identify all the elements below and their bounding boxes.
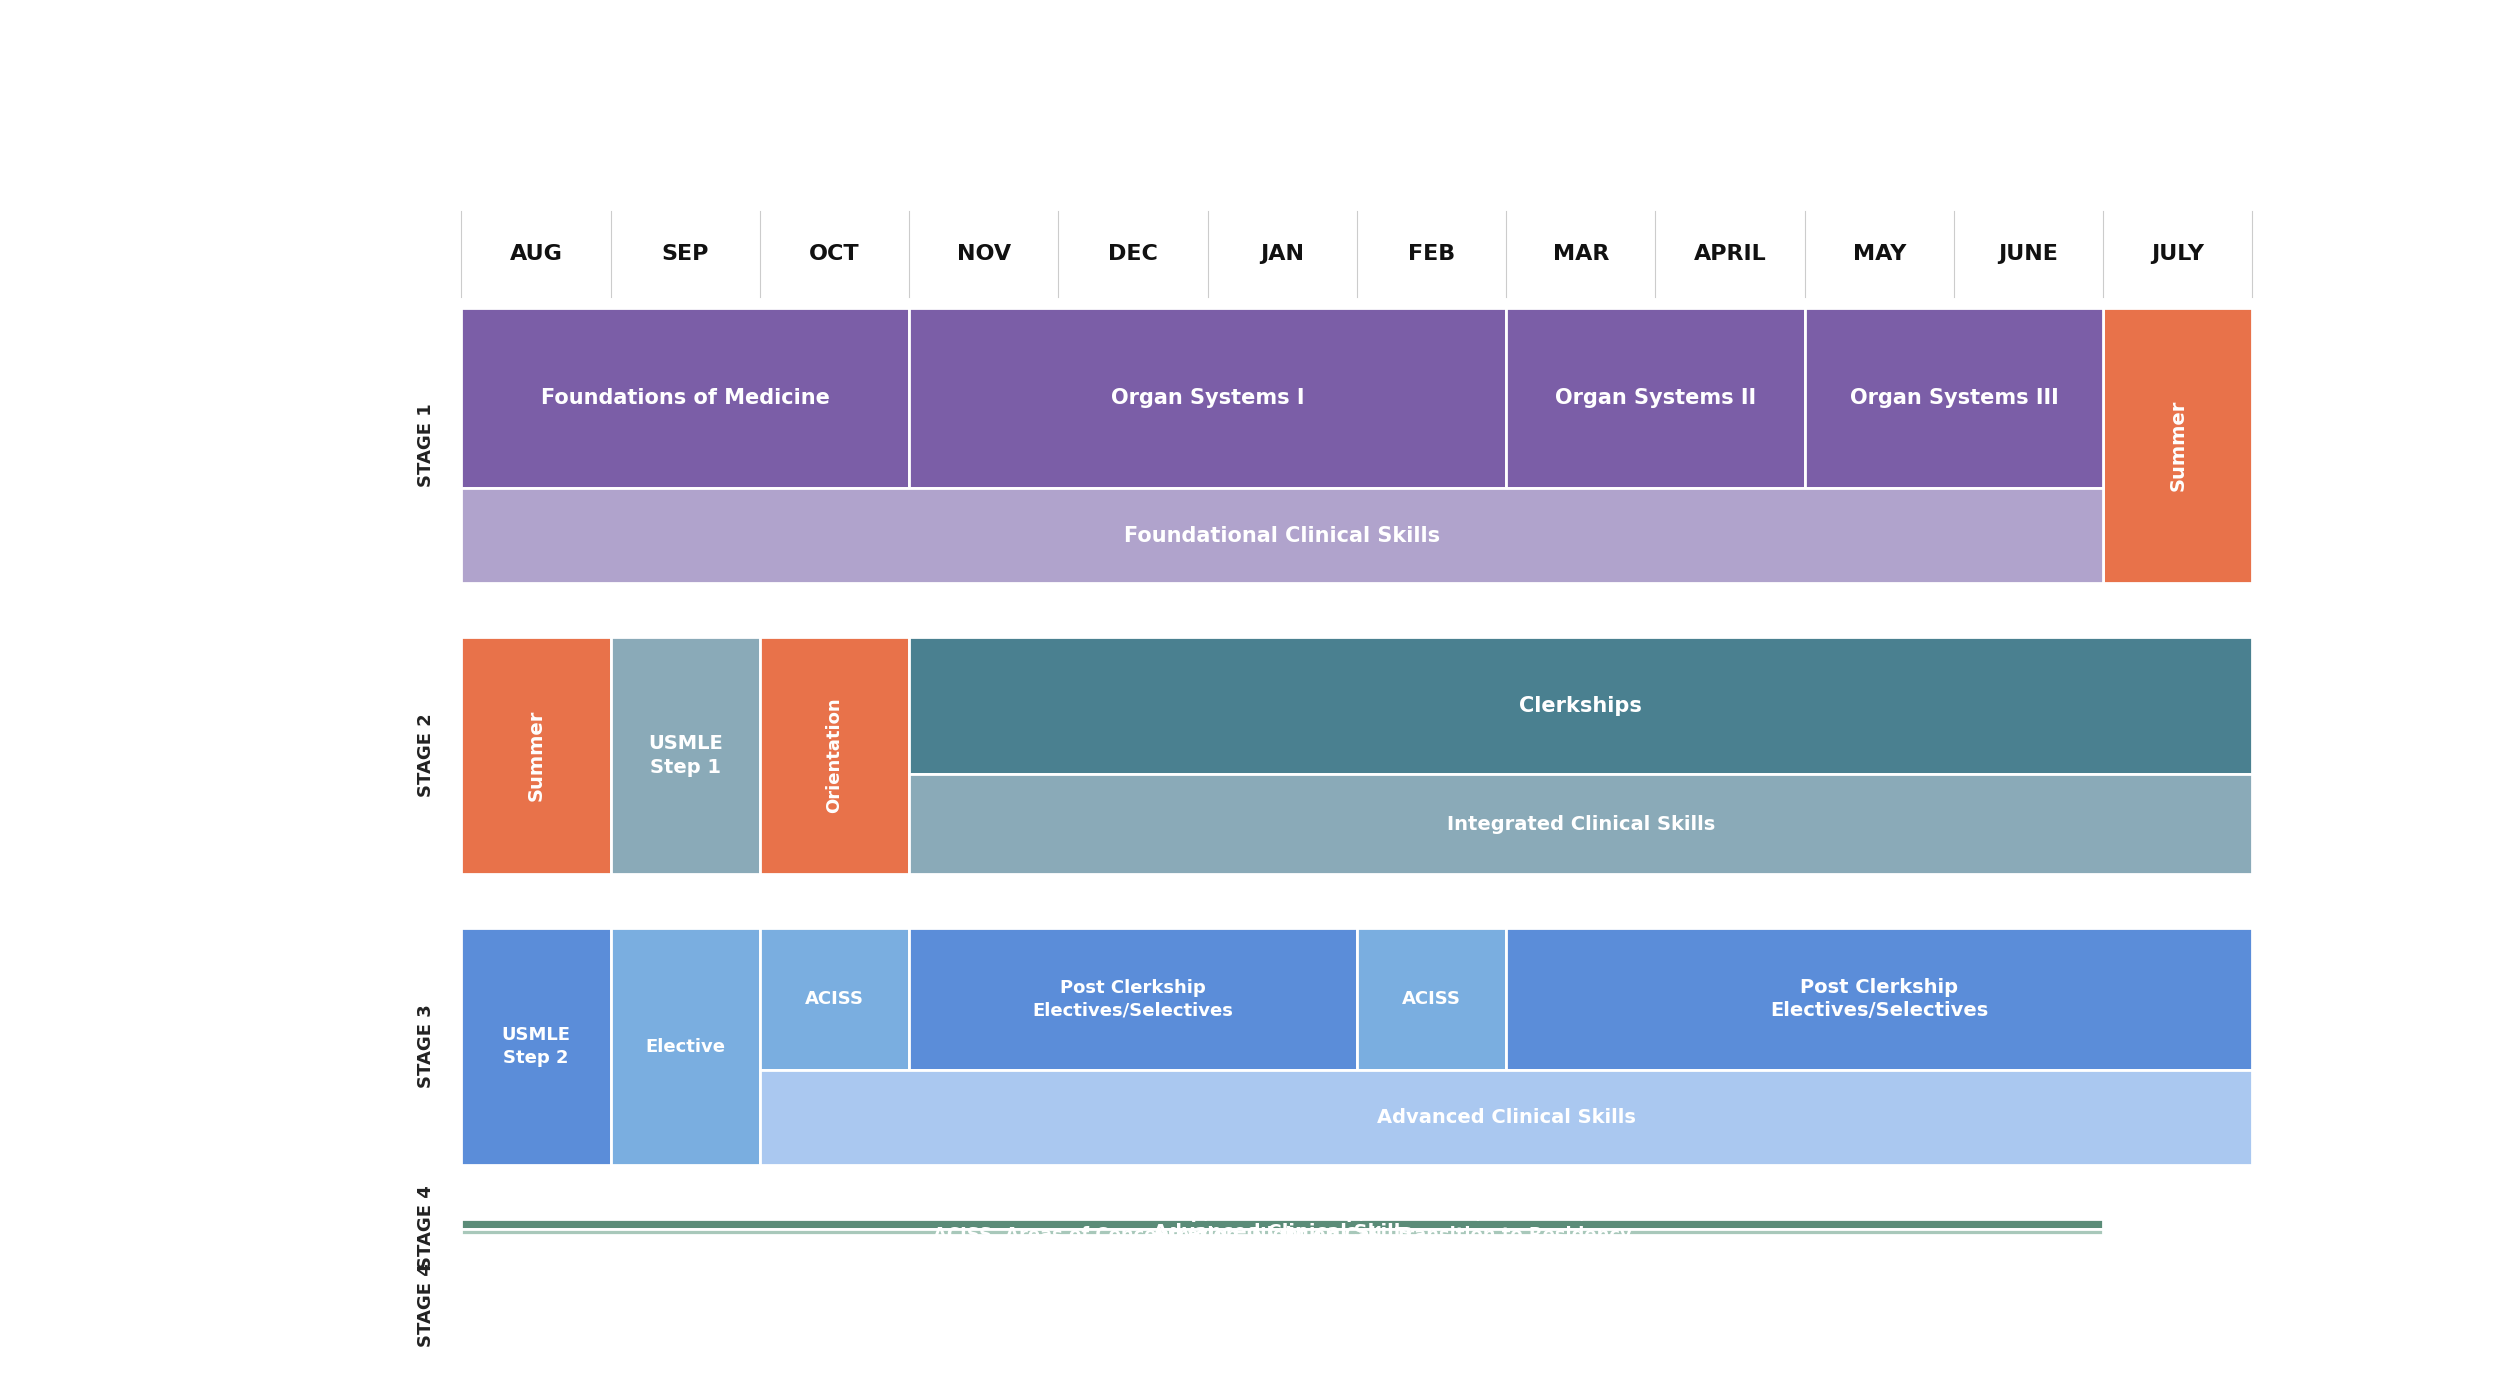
Text: DEC: DEC	[1109, 244, 1159, 265]
Text: ACISS: ACISS	[1401, 990, 1462, 1008]
FancyBboxPatch shape	[461, 308, 910, 489]
FancyBboxPatch shape	[1804, 308, 2104, 489]
Text: Clerkships: Clerkships	[1520, 696, 1643, 715]
Text: SEP: SEP	[663, 244, 708, 265]
Text: STAGE 4: STAGE 4	[418, 1186, 436, 1268]
FancyBboxPatch shape	[910, 308, 1507, 489]
Text: STAGE 4: STAGE 4	[418, 1263, 436, 1347]
Text: Elective: Elective	[645, 1037, 726, 1056]
Text: Advanced Clinical Skills: Advanced Clinical Skills	[1376, 1109, 1635, 1127]
FancyBboxPatch shape	[2104, 308, 2253, 582]
Text: Orientation: Orientation	[827, 697, 844, 813]
Text: Post Clerkship
Electives/Selectives: Post Clerkship Electives/Selectives	[1769, 977, 1988, 1021]
Text: STAGE 2: STAGE 2	[418, 714, 436, 798]
FancyBboxPatch shape	[1507, 308, 1804, 489]
Text: JAN: JAN	[1260, 244, 1305, 265]
Text: JUNE: JUNE	[1998, 244, 2059, 265]
Text: MAR: MAR	[1552, 244, 1608, 265]
FancyBboxPatch shape	[461, 637, 610, 874]
Text: Integrated Clinical Skills: Integrated Clinical Skills	[1446, 815, 1716, 834]
FancyBboxPatch shape	[610, 928, 761, 1165]
Text: NOV: NOV	[958, 244, 1011, 265]
FancyBboxPatch shape	[461, 928, 610, 1165]
Text: ACISS: ACISS	[804, 990, 864, 1008]
FancyBboxPatch shape	[461, 1229, 2104, 1235]
Text: Critical Care Clerkship, Subinternship, Selectives, Electives,
ACISS, Areas of C: Critical Care Clerkship, Subinternship, …	[932, 1204, 1630, 1245]
Text: APRIL: APRIL	[1693, 244, 1767, 265]
Text: Foundations of Medicine: Foundations of Medicine	[542, 388, 829, 409]
Text: Organ Systems III: Organ Systems III	[1850, 388, 2059, 409]
Text: Organ Systems II: Organ Systems II	[1555, 388, 1756, 409]
Text: USMLE
Step 1: USMLE Step 1	[648, 734, 723, 777]
FancyBboxPatch shape	[910, 637, 2253, 774]
Text: Summer: Summer	[527, 710, 547, 801]
Text: Summer: Summer	[2167, 400, 2187, 491]
FancyBboxPatch shape	[910, 774, 2253, 874]
Text: MAY: MAY	[1852, 244, 1905, 265]
Text: OCT: OCT	[809, 244, 859, 265]
Text: USMLE
Step 2: USMLE Step 2	[501, 1026, 570, 1067]
Text: Foundational Clinical Skills: Foundational Clinical Skills	[1124, 525, 1441, 546]
Text: STAGE 3: STAGE 3	[418, 1005, 436, 1088]
FancyBboxPatch shape	[910, 928, 1356, 1070]
FancyBboxPatch shape	[761, 928, 910, 1070]
FancyBboxPatch shape	[461, 1219, 2104, 1229]
Text: Post Clerkship
Electives/Selectives: Post Clerkship Electives/Selectives	[1033, 979, 1232, 1019]
Text: FEB: FEB	[1409, 244, 1454, 265]
Text: STAGE 1: STAGE 1	[418, 403, 436, 487]
FancyBboxPatch shape	[610, 637, 761, 874]
FancyBboxPatch shape	[761, 637, 910, 874]
FancyBboxPatch shape	[1507, 928, 2253, 1070]
Text: Advanced Clinical Skills: Advanced Clinical Skills	[1152, 1222, 1411, 1242]
FancyBboxPatch shape	[461, 489, 2104, 582]
Text: JULY: JULY	[2152, 244, 2205, 265]
Text: Organ Systems I: Organ Systems I	[1111, 388, 1305, 409]
Text: AUG: AUG	[509, 244, 562, 265]
FancyBboxPatch shape	[1356, 928, 1507, 1070]
FancyBboxPatch shape	[761, 1070, 2253, 1165]
